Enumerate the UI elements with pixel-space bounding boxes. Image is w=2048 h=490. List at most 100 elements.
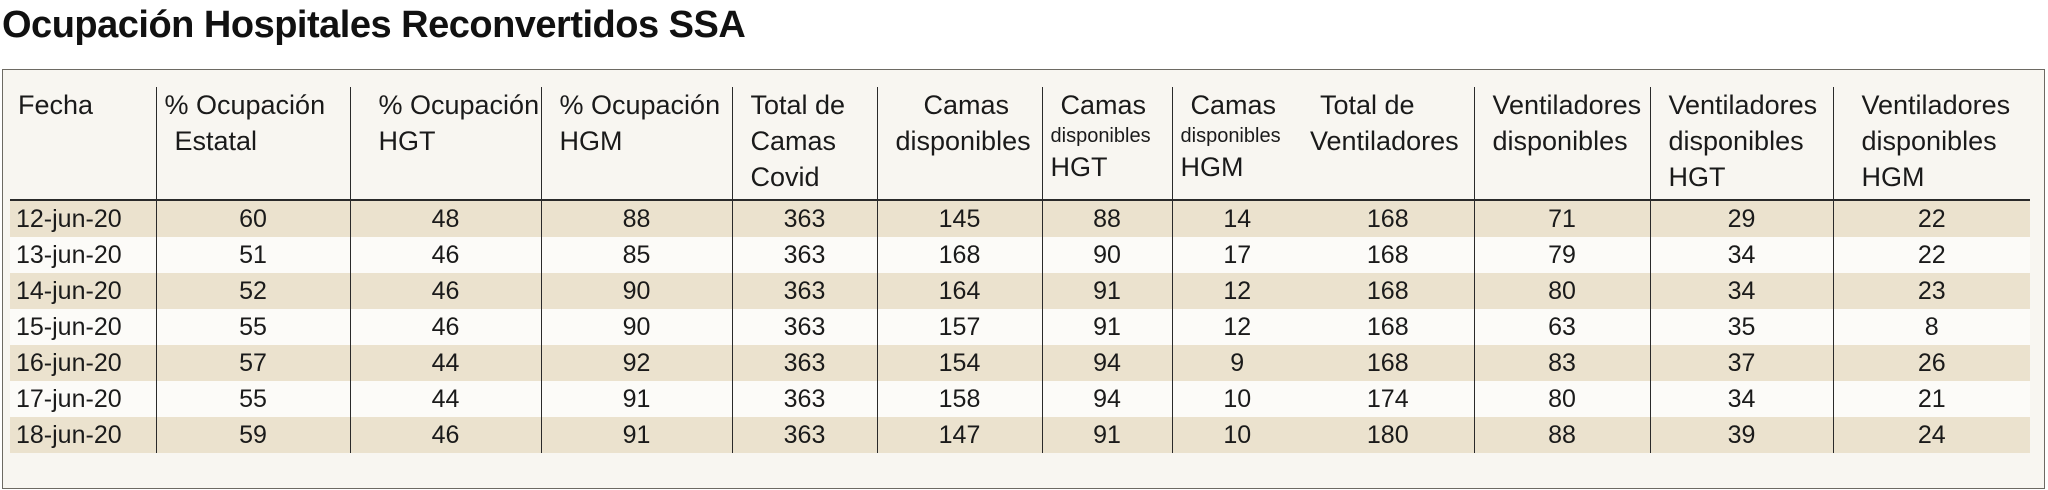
header-line: % Ocupación [378, 90, 540, 120]
header-line: Camas [923, 90, 1010, 120]
table-cell: 8 [1832, 309, 2030, 345]
header-ocupacion-estatal: % Ocupación Estatal [155, 87, 350, 201]
table-cell: 34 [1649, 237, 1833, 273]
header-ventiladores-disponibles-hgm: Ventiladores disponibles HGM [1832, 87, 2030, 201]
table-cell: 34 [1649, 381, 1833, 417]
header-line: HGT [1668, 162, 1726, 192]
header-line: Total de [1320, 90, 1415, 120]
header-row: Fecha % Ocupación Estatal % Ocupación HG… [10, 87, 2030, 201]
table-row: 15-jun-20 55 46 90 363 157 91 12 168 63 … [10, 309, 2030, 345]
page-title: Ocupación Hospitales Reconvertidos SSA [2, 4, 746, 46]
header-line: HGT [378, 126, 436, 156]
table-cell: 90 [1041, 237, 1172, 273]
table-cell: 92 [540, 345, 732, 381]
table-panel: Fecha % Ocupación Estatal % Ocupación HG… [2, 69, 2045, 489]
header-line: Camas [1060, 90, 1147, 120]
table-cell: 91 [1041, 417, 1172, 453]
table-cell: 44 [349, 345, 541, 381]
table-cell: 34 [1649, 273, 1833, 309]
header-fecha: Fecha [10, 87, 156, 201]
header-camas-disponibles-hgm: Camas disponibles HGM [1171, 87, 1302, 201]
table-cell: 51 [155, 237, 350, 273]
table-cell: 363 [731, 309, 877, 345]
table-cell: 12 [1171, 309, 1302, 345]
table-cell: 23 [1832, 273, 2030, 309]
table-cell: 91 [1041, 309, 1172, 345]
table-cell: 14 [1171, 200, 1302, 237]
table-cell: 59 [155, 417, 350, 453]
table-cell: 46 [349, 309, 541, 345]
table-cell: 147 [876, 417, 1042, 453]
date-cell: 18-jun-20 [10, 417, 156, 453]
table-cell: 39 [1649, 417, 1833, 453]
table-row: 12-jun-20 60 48 88 363 145 88 14 168 71 … [10, 200, 2030, 237]
date-cell: 14-jun-20 [10, 273, 156, 309]
occupancy-table: Fecha % Ocupación Estatal % Ocupación HG… [10, 87, 2030, 453]
header-line: disponibles [1050, 125, 1151, 147]
table-cell: 168 [1302, 200, 1474, 237]
table-cell: 164 [876, 273, 1042, 309]
header-line: Camas [1190, 90, 1277, 120]
header-ocupacion-hgt: % Ocupación HGT [349, 87, 541, 201]
table-cell: 10 [1171, 381, 1302, 417]
table-cell: 79 [1473, 237, 1650, 273]
table-cell: 91 [540, 417, 732, 453]
table-row: 14-jun-20 52 46 90 363 164 91 12 168 80 … [10, 273, 2030, 309]
date-cell: 12-jun-20 [10, 200, 156, 237]
table-cell: 88 [540, 200, 732, 237]
table-cell: 46 [349, 237, 541, 273]
table-cell: 57 [155, 345, 350, 381]
table-row: 13-jun-20 51 46 85 363 168 90 17 168 79 … [10, 237, 2030, 273]
header-line: Ventiladores [1310, 126, 1459, 156]
header-ocupacion-hgm: % Ocupación HGM [540, 87, 732, 201]
table-cell: 363 [731, 381, 877, 417]
header-line: HGM [559, 126, 623, 156]
table-cell: 154 [876, 345, 1042, 381]
header-camas-disponibles-hgt: Camas disponibles HGT [1041, 87, 1172, 201]
header-line: HGM [1180, 152, 1244, 182]
table-cell: 168 [1302, 237, 1474, 273]
table-cell: 94 [1041, 381, 1172, 417]
table-cell: 90 [540, 309, 732, 345]
table-cell: 91 [540, 381, 732, 417]
header-line: Covid [750, 162, 820, 192]
table-cell: 35 [1649, 309, 1833, 345]
table-cell: 88 [1041, 200, 1172, 237]
header-line: Fecha [18, 90, 94, 120]
table-cell: 60 [155, 200, 350, 237]
table-cell: 44 [349, 381, 541, 417]
date-cell: 17-jun-20 [10, 381, 156, 417]
table-cell: 80 [1473, 273, 1650, 309]
table-cell: 37 [1649, 345, 1833, 381]
table-cell: 168 [1302, 273, 1474, 309]
header-line: disponibles [1492, 126, 1628, 156]
table-cell: 157 [876, 309, 1042, 345]
header-line: Estatal [174, 126, 258, 156]
table-cell: 24 [1832, 417, 2030, 453]
table-cell: 26 [1832, 345, 2030, 381]
table-cell: 85 [540, 237, 732, 273]
table-cell: 363 [731, 200, 877, 237]
table-cell: 63 [1473, 309, 1650, 345]
header-line: % Ocupación [164, 90, 326, 120]
table-cell: 46 [349, 417, 541, 453]
table-cell: 71 [1473, 200, 1650, 237]
table-cell: 174 [1302, 381, 1474, 417]
table-cell: 22 [1832, 237, 2030, 273]
table-cell: 91 [1041, 273, 1172, 309]
table-cell: 22 [1832, 200, 2030, 237]
header-camas-disponibles: Camas disponibles [876, 87, 1042, 201]
table-cell: 363 [731, 417, 877, 453]
header-ventiladores-disponibles-hgt: Ventiladores disponibles HGT [1649, 87, 1833, 201]
header-line: HGM [1861, 162, 1925, 192]
table-cell: 363 [731, 345, 877, 381]
header-line: disponibles [1180, 125, 1281, 147]
date-cell: 16-jun-20 [10, 345, 156, 381]
header-line: disponibles [1668, 126, 1804, 156]
table-cell: 52 [155, 273, 350, 309]
table-cell: 29 [1649, 200, 1833, 237]
table-cell: 168 [1302, 345, 1474, 381]
table-cell: 80 [1473, 381, 1650, 417]
table-cell: 55 [155, 309, 350, 345]
table-cell: 363 [731, 237, 877, 273]
